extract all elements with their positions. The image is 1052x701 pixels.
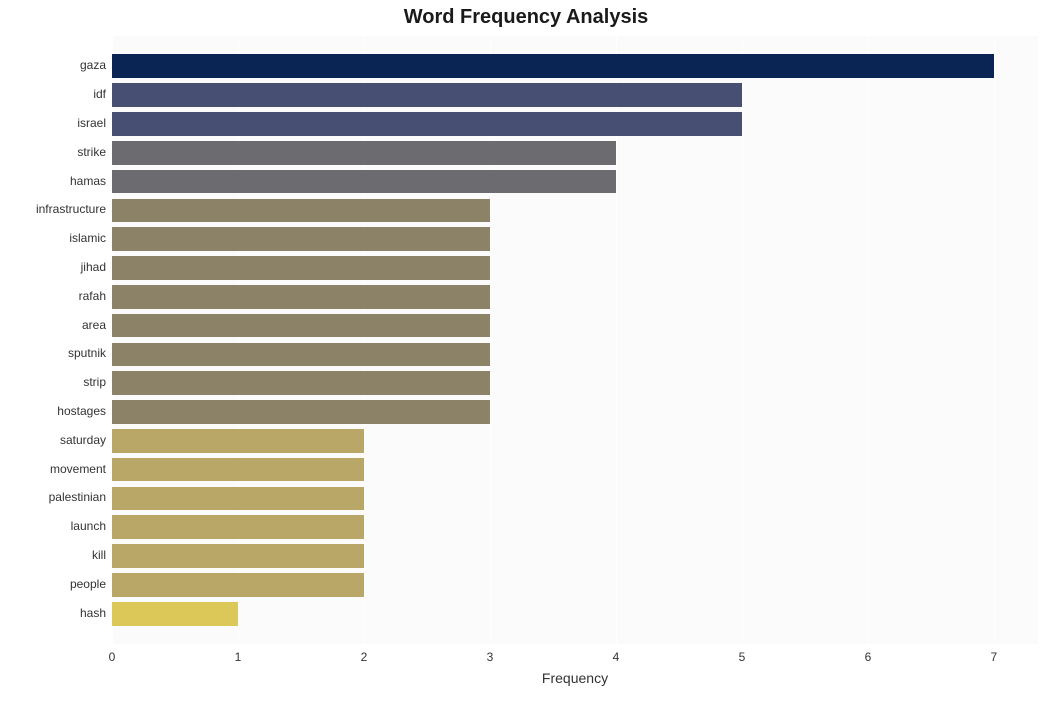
x-axis-title: Frequency [112, 670, 1038, 686]
y-tick-label: sputnik [68, 346, 106, 360]
x-tick-label: 3 [470, 650, 510, 664]
y-tick-label: islamic [69, 231, 106, 245]
y-tick-label: rafah [79, 289, 106, 303]
bar [112, 112, 742, 136]
y-tick-label: strike [77, 145, 106, 159]
plot-area [112, 36, 1038, 644]
x-tick-label: 6 [848, 650, 888, 664]
y-tick-label: movement [50, 462, 106, 476]
bar [112, 314, 490, 338]
x-tick-label: 0 [92, 650, 132, 664]
bar [112, 227, 490, 251]
y-tick-label: idf [93, 87, 106, 101]
y-tick-label: hamas [70, 174, 106, 188]
x-tick-label: 7 [974, 650, 1014, 664]
bar [112, 544, 364, 568]
bar [112, 400, 490, 424]
y-tick-label: launch [71, 519, 106, 533]
bar [112, 429, 364, 453]
y-tick-label: palestinian [49, 490, 106, 504]
y-tick-label: hostages [57, 404, 106, 418]
bar [112, 371, 490, 395]
bar [112, 83, 742, 107]
y-tick-label: saturday [60, 433, 106, 447]
y-tick-label: jihad [81, 260, 106, 274]
y-tick-label: infrastructure [36, 202, 106, 216]
bar [112, 170, 616, 194]
bar [112, 141, 616, 165]
bar [112, 285, 490, 309]
x-tick-label: 4 [596, 650, 636, 664]
bar [112, 343, 490, 367]
y-tick-label: hash [80, 606, 106, 620]
x-tick-label: 5 [722, 650, 762, 664]
word-frequency-chart: Word Frequency Analysis gaza idf israel str… [0, 0, 1052, 701]
bar [112, 573, 364, 597]
y-tick-label: strip [83, 375, 106, 389]
chart-title: Word Frequency Analysis [0, 6, 1052, 29]
grid-line [994, 36, 995, 644]
bar [112, 487, 364, 511]
y-tick-label: israel [77, 116, 106, 130]
y-tick-label: kill [92, 548, 106, 562]
y-tick-label: gaza [80, 58, 106, 72]
bar [112, 54, 994, 78]
y-tick-label: area [82, 318, 106, 332]
bar [112, 199, 490, 223]
grid-line [742, 36, 743, 644]
x-tick-label: 2 [344, 650, 384, 664]
x-tick-label: 1 [218, 650, 258, 664]
bar [112, 515, 364, 539]
bar [112, 458, 364, 482]
grid-line [868, 36, 869, 644]
bar [112, 256, 490, 280]
bar [112, 602, 238, 626]
y-tick-label: people [70, 577, 106, 591]
